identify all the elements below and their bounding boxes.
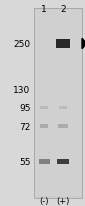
Bar	[57, 159, 69, 165]
Text: 55: 55	[19, 157, 31, 166]
Text: 1: 1	[41, 5, 47, 14]
Bar	[34, 9, 82, 198]
Text: 72: 72	[19, 122, 31, 131]
Bar	[39, 159, 50, 164]
Bar	[40, 107, 48, 110]
Text: 130: 130	[13, 85, 31, 94]
Text: 250: 250	[14, 40, 31, 49]
Bar	[59, 107, 67, 110]
Bar	[58, 125, 68, 129]
Text: 95: 95	[19, 104, 31, 113]
Text: (+): (+)	[56, 196, 70, 205]
Bar	[56, 40, 70, 49]
Polygon shape	[82, 39, 85, 49]
Bar	[40, 125, 48, 129]
Text: (-): (-)	[39, 196, 49, 205]
Bar	[35, 11, 82, 196]
Text: 2: 2	[60, 5, 66, 14]
